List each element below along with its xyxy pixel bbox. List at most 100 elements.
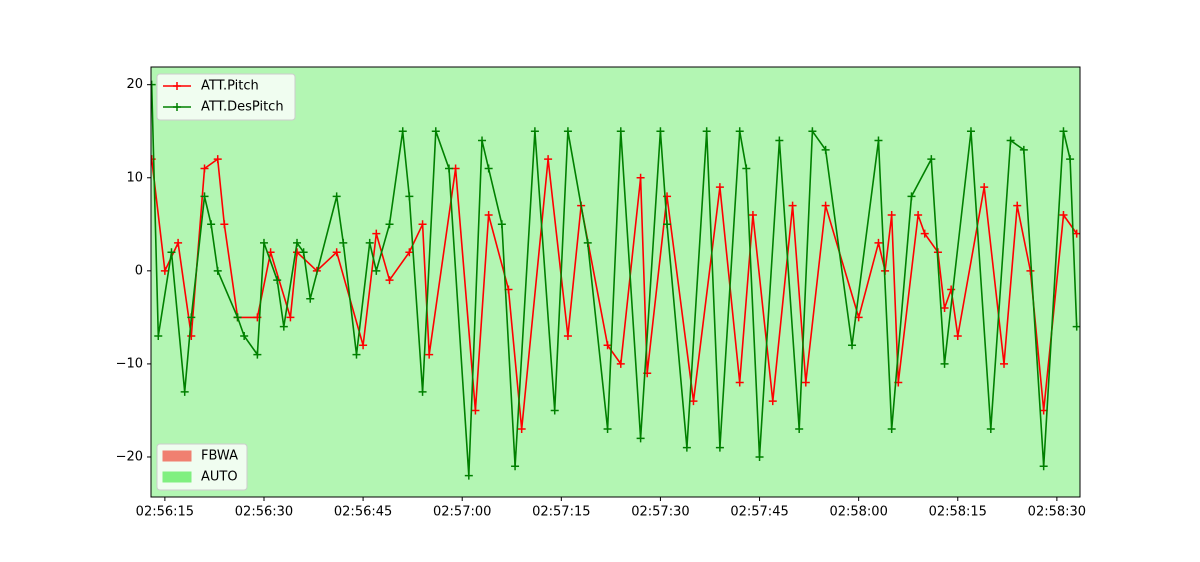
- marker: [359, 341, 368, 350]
- x-tick-label: 02:58:00: [829, 505, 887, 520]
- marker: [980, 183, 989, 192]
- marker: [768, 397, 777, 406]
- legend-label: AUTO: [201, 470, 238, 485]
- marker: [1006, 136, 1015, 145]
- marker: [821, 145, 830, 154]
- marker: [874, 238, 883, 247]
- marker: [920, 229, 929, 238]
- marker: [953, 331, 962, 340]
- marker: [1026, 266, 1035, 275]
- marker: [207, 220, 216, 229]
- marker: [405, 192, 414, 201]
- x-tick-label: 02:58:15: [929, 505, 987, 520]
- marker: [1072, 322, 1080, 331]
- marker: [1066, 155, 1075, 164]
- plot-frame: [150, 66, 1081, 498]
- marker: [1019, 145, 1028, 154]
- marker: [286, 313, 295, 322]
- mode-span: [151, 67, 1080, 497]
- marker: [735, 378, 744, 387]
- marker: [550, 406, 559, 415]
- marker: [259, 238, 268, 247]
- y-tick-label: −10: [116, 356, 143, 371]
- marker: [332, 248, 341, 257]
- marker: [914, 210, 923, 219]
- marker: [616, 127, 625, 136]
- marker: [220, 220, 229, 229]
- marker: [682, 443, 691, 452]
- plot-area: [151, 80, 1080, 480]
- marker: [187, 331, 196, 340]
- marker: [1072, 229, 1080, 238]
- marker: [947, 285, 956, 294]
- marker: [715, 183, 724, 192]
- marker: [464, 471, 473, 480]
- series-line: [151, 84, 1078, 476]
- x-tick-label: 02:57:30: [631, 505, 689, 520]
- y-tick-label: 0: [135, 263, 143, 278]
- y-tick-label: −20: [116, 449, 143, 464]
- y-tick-label: 10: [126, 170, 143, 185]
- y-tick-label: 20: [126, 77, 143, 92]
- marker: [583, 238, 592, 247]
- marker: [874, 136, 883, 145]
- marker: [405, 248, 414, 257]
- marker: [332, 192, 341, 201]
- x-tick-label: 02:58:30: [1028, 505, 1086, 520]
- marker: [444, 164, 453, 173]
- marker: [385, 220, 394, 229]
- marker: [213, 155, 222, 164]
- marker: [240, 331, 249, 340]
- marker: [167, 248, 176, 257]
- marker: [742, 164, 751, 173]
- marker: [748, 210, 757, 219]
- marker: [511, 462, 520, 471]
- marker: [702, 127, 711, 136]
- x-tick-label: 02:57:00: [433, 505, 491, 520]
- x-tick-label: 02:57:45: [730, 505, 788, 520]
- marker: [151, 80, 156, 89]
- x-tick-label: 02:56:15: [136, 505, 194, 520]
- marker: [636, 173, 645, 182]
- legend-box: [156, 73, 296, 121]
- marker: [788, 201, 797, 210]
- legend-label: FBWA: [201, 449, 238, 464]
- marker: [530, 127, 539, 136]
- marker: [544, 155, 553, 164]
- marker: [273, 276, 282, 285]
- legend-patch: [162, 450, 192, 462]
- marker: [306, 294, 315, 303]
- marker: [293, 238, 302, 247]
- marker: [352, 350, 361, 359]
- marker: [986, 425, 995, 434]
- marker: [372, 266, 381, 275]
- marker: [907, 192, 916, 201]
- marker: [689, 397, 698, 406]
- marker: [484, 164, 493, 173]
- legend-label: ATT.DesPitch: [201, 100, 284, 115]
- marker: [174, 238, 183, 247]
- marker: [418, 220, 427, 229]
- marker: [431, 127, 440, 136]
- marker: [471, 406, 480, 415]
- marker: [563, 127, 572, 136]
- marker: [775, 136, 784, 145]
- marker: [927, 155, 936, 164]
- marker: [1000, 359, 1009, 368]
- marker: [160, 266, 169, 275]
- marker: [801, 378, 810, 387]
- marker: [253, 350, 262, 359]
- marker: [213, 266, 222, 275]
- marker: [603, 341, 612, 350]
- marker: [425, 350, 434, 359]
- marker: [1059, 210, 1068, 219]
- marker: [233, 313, 242, 322]
- marker: [966, 127, 975, 136]
- marker: [339, 238, 348, 247]
- marker: [887, 425, 896, 434]
- legend-marker: [173, 103, 181, 111]
- marker: [715, 443, 724, 452]
- marker: [200, 192, 209, 201]
- legend-marker: [173, 82, 181, 90]
